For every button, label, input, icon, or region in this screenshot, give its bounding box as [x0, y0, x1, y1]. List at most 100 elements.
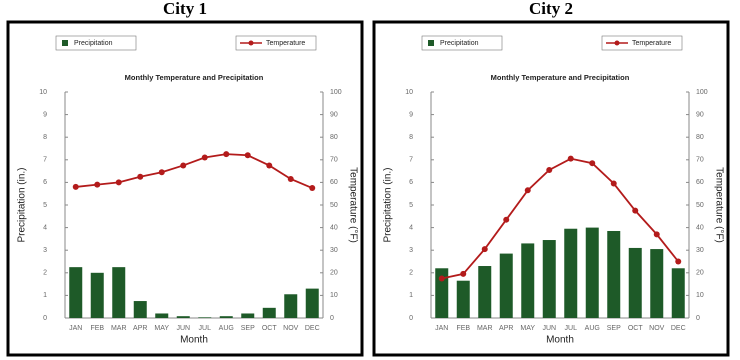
y2-tick-label: 40	[696, 224, 704, 231]
bar	[284, 294, 298, 318]
y2-tick-label: 20	[696, 270, 704, 277]
x-tick-label: JUN	[176, 325, 190, 332]
y2-tick-label: 60	[696, 179, 704, 186]
point	[287, 176, 294, 183]
y2-tick-label: 50	[330, 202, 338, 209]
x-tick-label: JAN	[69, 325, 82, 332]
point	[72, 183, 79, 190]
x-tick-label: OCT	[628, 325, 644, 332]
x-tick-label: MAR	[111, 325, 127, 332]
y-tick-label: 1	[409, 292, 413, 299]
legend-box	[601, 35, 683, 51]
bar	[542, 240, 556, 318]
point	[503, 216, 510, 223]
x-tick-label: NOV	[649, 325, 665, 332]
x-tick-label: FEB	[456, 325, 470, 332]
bar	[198, 317, 212, 318]
y-tick-label: 1	[43, 292, 47, 299]
chart-title: City 2	[529, 0, 573, 18]
y-tick-label: 10	[39, 89, 47, 96]
x-tick-label: OCT	[262, 325, 278, 332]
bar	[521, 243, 535, 318]
chart-frame	[372, 20, 730, 357]
y2-tick-label: 20	[330, 270, 338, 277]
point	[524, 187, 531, 194]
point	[266, 162, 273, 169]
x-tick-label: APR	[499, 325, 513, 332]
x-tick-label: DEC	[671, 325, 686, 332]
chart-panel: City 1 Monthly Temperature and Precipitat…	[6, 0, 364, 357]
bar	[262, 307, 276, 318]
bar	[155, 313, 169, 318]
y2-tick-label: 90	[330, 111, 338, 118]
point	[460, 270, 467, 277]
y2-tick-label: 50	[696, 202, 704, 209]
bar	[456, 280, 470, 318]
y2-tick-label: 30	[330, 247, 338, 254]
y-tick-label: 3	[409, 247, 413, 254]
chart-subtitle: Monthly Temperature and Precipitation	[491, 73, 630, 82]
point	[567, 155, 574, 162]
bar	[176, 316, 190, 318]
bar	[499, 253, 513, 318]
legend-marker	[614, 40, 620, 46]
y-tick-label: 7	[409, 157, 413, 164]
y-tick-label: 6	[409, 179, 413, 186]
point	[180, 162, 187, 169]
y-tick-label: 3	[43, 247, 47, 254]
legend-box	[235, 35, 317, 51]
y2-axis-label: Temperature (°F)	[347, 167, 358, 243]
y-tick-label: 5	[409, 202, 413, 209]
bar	[112, 267, 126, 318]
point	[115, 179, 122, 186]
y2-tick-label: 100	[696, 89, 708, 96]
y-tick-label: 7	[43, 157, 47, 164]
chart-panel: City 2 Monthly Temperature and Precipitat…	[372, 0, 730, 357]
bar	[305, 288, 319, 318]
bar	[671, 268, 685, 318]
legend-swatch	[428, 40, 434, 46]
chart-title: City 1	[163, 0, 207, 18]
bar	[133, 301, 147, 318]
y2-tick-label: 0	[330, 315, 334, 322]
legend-label: Temperature	[266, 40, 305, 47]
legend-label: Temperature	[632, 40, 671, 47]
y-tick-label: 2	[43, 270, 47, 277]
bar	[628, 247, 642, 318]
y2-tick-label: 70	[696, 157, 704, 164]
legend-box	[421, 35, 503, 51]
chart-frame	[6, 20, 364, 357]
x-tick-label: JUL	[199, 325, 212, 332]
line	[75, 153, 313, 189]
point	[438, 275, 445, 282]
y-tick-label: 6	[43, 179, 47, 186]
y2-tick-label: 70	[330, 157, 338, 164]
legend-swatch	[62, 40, 68, 46]
x-tick-label: APR	[133, 325, 147, 332]
y2-tick-label: 60	[330, 179, 338, 186]
bar	[585, 227, 599, 318]
point	[546, 166, 553, 173]
y2-tick-label: 10	[696, 292, 704, 299]
x-axis-label: Month	[546, 335, 574, 346]
y2-tick-label: 10	[330, 292, 338, 299]
x-tick-label: SEP	[241, 325, 255, 332]
bar	[650, 249, 664, 318]
x-tick-label: JUL	[565, 325, 578, 332]
bar	[607, 230, 621, 318]
point	[610, 180, 617, 187]
legend-marker	[248, 40, 254, 46]
x-tick-label: AUG	[219, 325, 234, 332]
y2-tick-label: 40	[330, 224, 338, 231]
legend-box	[55, 35, 137, 51]
y2-tick-label: 90	[696, 111, 704, 118]
bar	[478, 266, 492, 318]
x-tick-label: DEC	[305, 325, 320, 332]
point	[158, 169, 165, 176]
point	[137, 173, 144, 180]
bar	[564, 228, 578, 318]
y2-tick-label: 80	[696, 134, 704, 141]
y-tick-label: 8	[43, 134, 47, 141]
y-tick-label: 0	[43, 315, 47, 322]
